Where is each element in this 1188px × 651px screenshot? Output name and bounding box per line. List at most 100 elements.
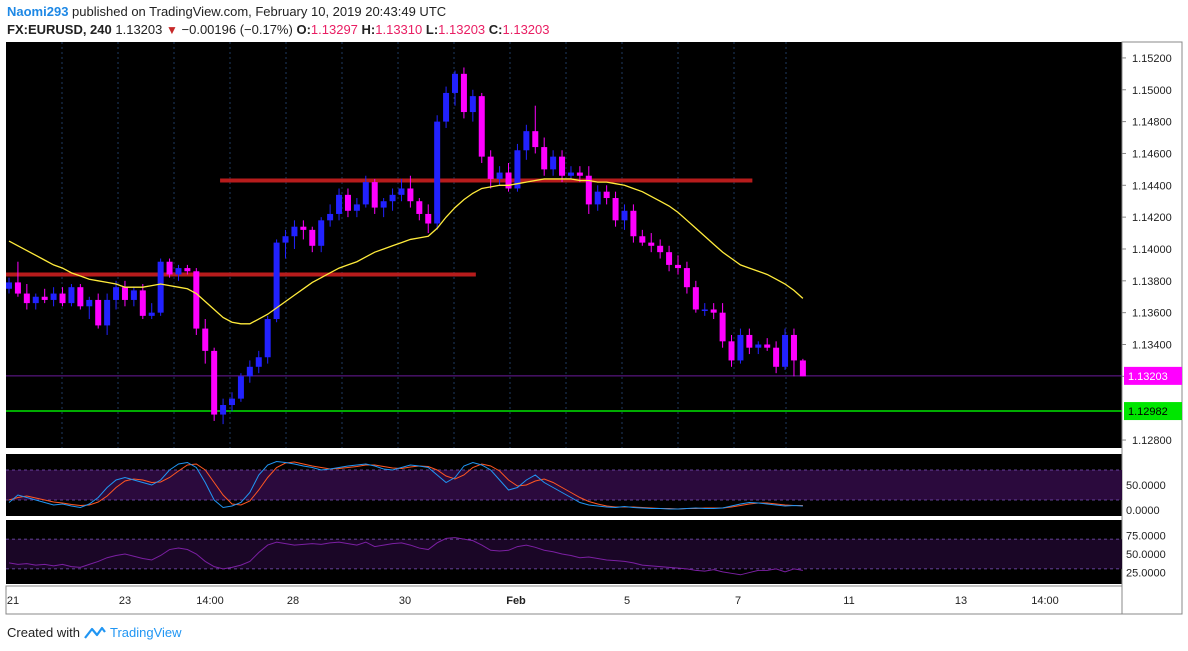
high-label: H:: [361, 22, 376, 37]
candle-down: [746, 334, 753, 348]
candle-down: [202, 328, 209, 351]
candle-down: [603, 191, 610, 199]
candle-down: [77, 287, 84, 307]
candle-down: [184, 268, 191, 272]
chart-canvas[interactable]: 1.15200 1.15000 1.14800 1.14600 1.14400 1.142…: [0, 40, 1184, 616]
open-value: 1.13297: [310, 22, 358, 37]
candle-up: [443, 92, 450, 122]
candle-down: [478, 96, 485, 157]
candle-down: [41, 296, 48, 300]
candle-up: [380, 201, 387, 208]
main-pane: [6, 42, 1122, 448]
candle-up: [113, 287, 120, 300]
candle-down: [95, 299, 102, 326]
candle-up: [567, 172, 574, 176]
candle-down: [585, 175, 592, 205]
candle-up: [362, 182, 369, 205]
candle-down: [773, 347, 780, 367]
candle-up: [50, 293, 57, 300]
candle-down: [764, 344, 771, 348]
stoch-tick-label: 50.0000: [1126, 480, 1166, 492]
candle-down: [211, 350, 218, 415]
candle-up: [469, 96, 476, 113]
x-tick-label: 21: [7, 595, 19, 607]
y-tick-label: 1.13800: [1132, 276, 1172, 288]
candle-up: [353, 204, 360, 211]
candle-up: [701, 309, 708, 311]
stoch-k-line: [8, 460, 803, 510]
last-price-label-bg: [1124, 366, 1182, 385]
price-change: −0.00196 (−0.17%): [181, 22, 293, 37]
candle-up: [318, 220, 325, 246]
candle-down: [14, 282, 21, 294]
candle-down: [612, 198, 619, 221]
stoch-tick-label: 0.0000: [1126, 505, 1160, 517]
candle-down: [487, 156, 494, 179]
candle-up: [130, 290, 137, 300]
y-tick-label: 1.12800: [1132, 435, 1172, 447]
x-tick-label: Feb: [506, 595, 526, 607]
candle-up: [550, 156, 557, 170]
x-tick-label: 5: [624, 595, 630, 607]
moving-average-line: [8, 178, 804, 325]
support-price-label-bg: [1124, 402, 1182, 421]
candle-up: [496, 172, 503, 179]
stoch-band: [6, 470, 1122, 500]
tradingview-brand-link[interactable]: TradingView: [109, 625, 182, 640]
candle-down: [460, 73, 467, 113]
candle-down: [541, 147, 548, 170]
candle-up: [291, 226, 298, 237]
author-link[interactable]: Naomi293: [7, 4, 69, 19]
candle-down: [657, 245, 664, 253]
down-triangle-icon: ▼: [166, 23, 178, 37]
close-label: C:: [488, 22, 503, 37]
candle-down: [648, 242, 655, 246]
x-tick-label: 7: [735, 595, 741, 607]
created-with-text: Created with: [7, 625, 80, 640]
last-price-label: 1.13203: [1128, 371, 1168, 383]
candle-up: [148, 312, 155, 316]
low-label: L:: [425, 22, 439, 37]
candle-up: [264, 319, 271, 358]
candle-up: [229, 398, 235, 406]
x-tick-label: 23: [119, 595, 131, 607]
candle-down: [683, 268, 690, 288]
candle-down: [407, 188, 414, 202]
candle-up: [246, 366, 253, 377]
candle-down: [576, 172, 583, 176]
support-price-label: 1.12982: [1128, 406, 1168, 418]
candle-down: [639, 236, 646, 243]
candle-up: [327, 213, 334, 221]
rsi-tick-label: 50.0000: [1126, 549, 1166, 561]
x-tick-label: 14:00: [1031, 595, 1059, 607]
candle-down: [559, 156, 566, 176]
candle-down: [719, 312, 726, 342]
candle-down: [532, 131, 539, 148]
candle-down: [666, 252, 673, 265]
candle-down: [505, 172, 512, 189]
y-tick-label: 1.15200: [1132, 53, 1172, 65]
high-value: 1.13310: [375, 22, 423, 37]
candle-down: [121, 287, 128, 300]
candle-down: [193, 271, 200, 329]
candle-down: [371, 182, 378, 208]
candle-up: [175, 268, 182, 275]
tradingview-logo-icon: [84, 626, 106, 639]
candle-up: [755, 344, 762, 348]
published-text: published on TradingView.com, February 1…: [72, 4, 447, 19]
candle-up: [434, 121, 441, 224]
x-tick-label: 11: [843, 595, 854, 607]
candle-down: [344, 194, 351, 211]
y-tick-label: 1.14600: [1132, 148, 1172, 160]
candle-up: [389, 194, 396, 202]
symbol-label[interactable]: FX:EURUSD, 240: [7, 22, 112, 37]
close-value: 1.13203: [502, 22, 550, 37]
candle-up: [782, 334, 789, 367]
candle-up: [6, 282, 12, 289]
candle-up: [336, 194, 343, 214]
candle-down: [630, 210, 637, 237]
last-price: 1.13203: [115, 22, 163, 37]
candle-up: [523, 131, 530, 151]
y-tick-label: 1.15000: [1132, 85, 1172, 97]
symbol-legend: FX:EURUSD, 240 1.13203 ▼ −0.00196 (−0.17…: [7, 22, 550, 37]
